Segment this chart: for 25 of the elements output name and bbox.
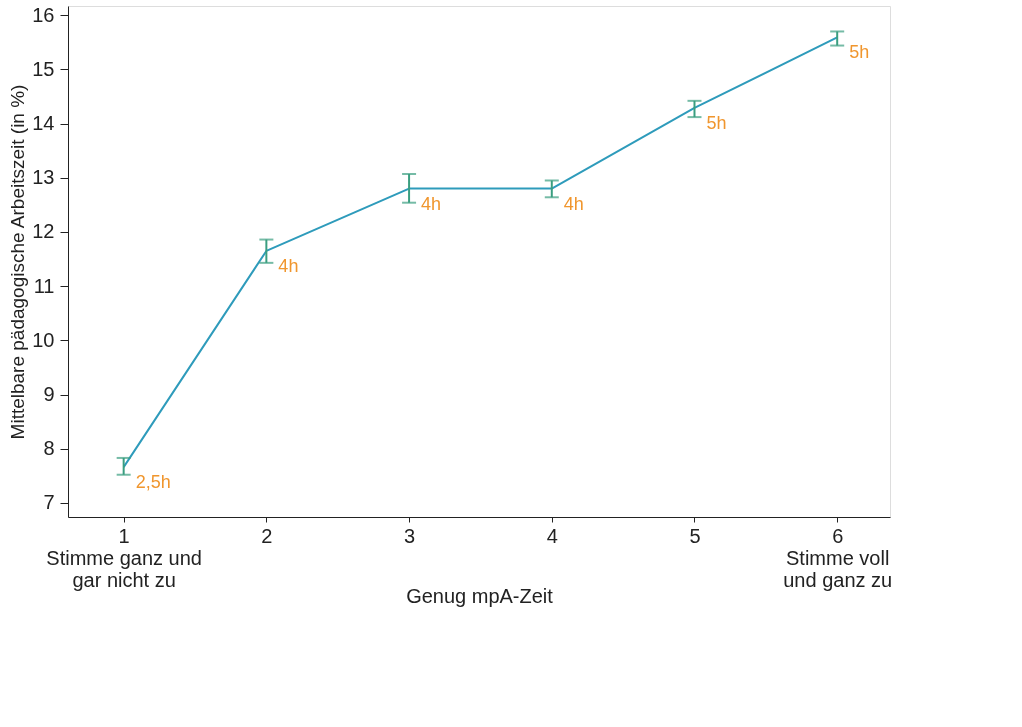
annotation: 5h [706,112,727,133]
y-tick-label: 9 [43,383,55,406]
y-axis-title: Mittelbare pädagogische Arbeitszeit (in %) [7,84,29,440]
y-tick-label: 14 [32,112,55,135]
y-tick-label: 7 [43,491,55,514]
y-tick-label: 8 [43,437,55,460]
y-tick-label: 11 [33,274,55,297]
x-tick-label: 6 Stimme voll und ganz zu [783,524,893,591]
y-tick-label: 16 [32,3,55,26]
y-tick-label: 10 [32,328,55,351]
y-tick-label: 12 [32,220,55,243]
y-tick-label: 15 [32,57,55,80]
line-series [122,36,839,469]
annotation: 4h [278,255,299,276]
x-tick-label: 4 [546,524,558,547]
x-tick-label: 3 [404,524,416,547]
annotation: 4h [421,193,442,214]
y-tick-label: 13 [32,166,55,189]
x-tick-label: 2 [261,524,273,547]
x-axis-title: Genug mpA-Zeit [406,584,554,607]
annotation: 5h [849,42,870,63]
annotation: 4h [563,193,584,214]
x-tick-label: 1 Stimme ganz und gar nicht zu [46,524,202,591]
x-tick-label: 5 [689,524,701,547]
annotation: 2,5h [135,472,171,493]
